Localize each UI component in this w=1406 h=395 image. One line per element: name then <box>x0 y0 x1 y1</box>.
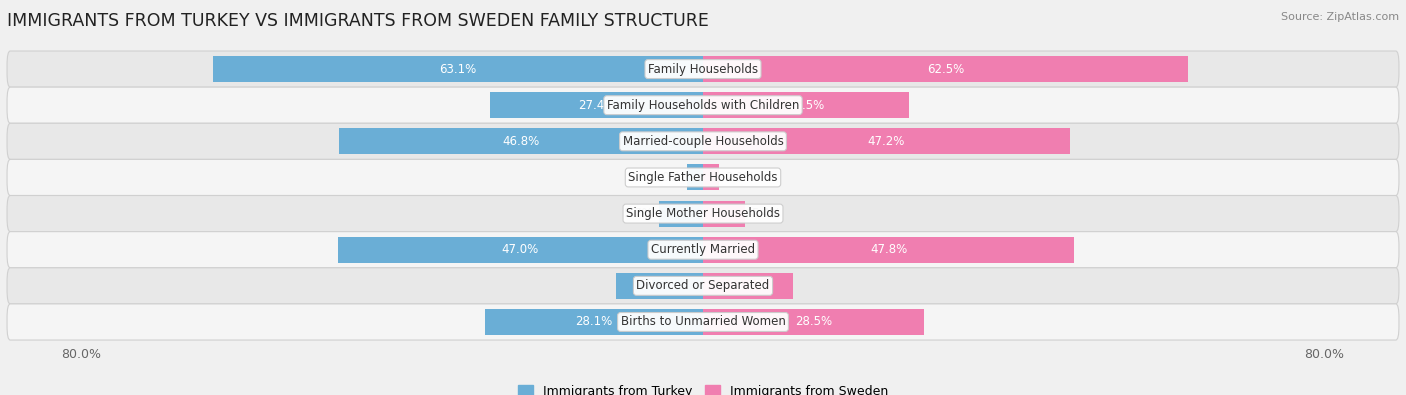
Bar <box>703 201 745 227</box>
Bar <box>703 92 908 118</box>
Bar <box>703 128 1070 154</box>
Text: 47.8%: 47.8% <box>870 243 907 256</box>
Bar <box>491 92 703 118</box>
FancyBboxPatch shape <box>7 87 1399 123</box>
Bar <box>339 128 703 154</box>
FancyBboxPatch shape <box>7 231 1399 268</box>
FancyBboxPatch shape <box>7 160 1399 196</box>
Bar <box>212 56 703 82</box>
Text: Source: ZipAtlas.com: Source: ZipAtlas.com <box>1281 12 1399 22</box>
Bar <box>703 273 793 299</box>
Bar <box>703 164 720 190</box>
Text: 47.2%: 47.2% <box>868 135 905 148</box>
Bar <box>703 56 1188 82</box>
Text: Family Households with Children: Family Households with Children <box>607 99 799 112</box>
Bar <box>337 237 703 263</box>
Bar <box>616 273 703 299</box>
Text: 5.7%: 5.7% <box>623 207 652 220</box>
Text: IMMIGRANTS FROM TURKEY VS IMMIGRANTS FROM SWEDEN FAMILY STRUCTURE: IMMIGRANTS FROM TURKEY VS IMMIGRANTS FRO… <box>7 12 709 30</box>
Text: 27.4%: 27.4% <box>578 99 616 112</box>
FancyBboxPatch shape <box>7 123 1399 160</box>
Text: 63.1%: 63.1% <box>439 62 477 75</box>
Text: Divorced or Separated: Divorced or Separated <box>637 279 769 292</box>
Text: 2.0%: 2.0% <box>651 171 682 184</box>
Bar <box>659 201 703 227</box>
Text: 26.5%: 26.5% <box>787 99 824 112</box>
Text: Family Households: Family Households <box>648 62 758 75</box>
Bar <box>688 164 703 190</box>
Text: 2.1%: 2.1% <box>725 171 755 184</box>
Bar <box>485 309 703 335</box>
Bar <box>703 309 924 335</box>
Text: 47.0%: 47.0% <box>502 243 538 256</box>
Text: 11.2%: 11.2% <box>641 279 678 292</box>
Bar <box>703 237 1074 263</box>
Text: 5.4%: 5.4% <box>751 207 780 220</box>
Text: 46.8%: 46.8% <box>502 135 540 148</box>
FancyBboxPatch shape <box>7 304 1399 340</box>
Text: 62.5%: 62.5% <box>927 62 965 75</box>
Text: Single Father Households: Single Father Households <box>628 171 778 184</box>
FancyBboxPatch shape <box>7 51 1399 87</box>
Text: Currently Married: Currently Married <box>651 243 755 256</box>
Text: 11.6%: 11.6% <box>730 279 766 292</box>
FancyBboxPatch shape <box>7 268 1399 304</box>
Text: Births to Unmarried Women: Births to Unmarried Women <box>620 316 786 329</box>
Text: 28.5%: 28.5% <box>796 316 832 329</box>
Legend: Immigrants from Turkey, Immigrants from Sweden: Immigrants from Turkey, Immigrants from … <box>513 380 893 395</box>
FancyBboxPatch shape <box>7 196 1399 231</box>
Text: Single Mother Households: Single Mother Households <box>626 207 780 220</box>
Text: 28.1%: 28.1% <box>575 316 613 329</box>
Text: Married-couple Households: Married-couple Households <box>623 135 783 148</box>
